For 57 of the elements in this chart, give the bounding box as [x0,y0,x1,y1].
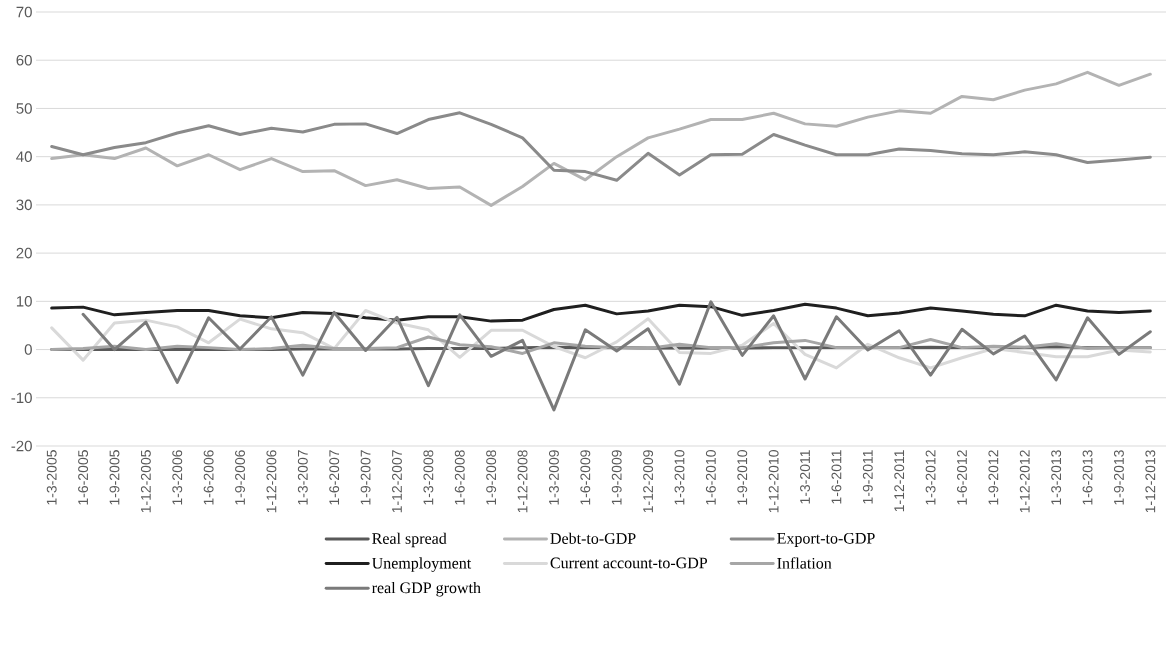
x-tick-label: 1-3-2007 [297,450,308,505]
x-tick-label: 1-6-2010 [705,450,716,505]
legend-label: real GDP growth [372,581,481,597]
legend-label: Unemployment [372,557,472,572]
x-tick-label: 1-6-2006 [203,450,214,505]
x-tick-label: 1-6-2011 [831,450,842,504]
x-tick-label: 1-9-2008 [486,450,497,505]
x-tick-label: 1-12-2005 [140,450,151,513]
y-tick-label: 50 [16,103,32,114]
legend-label: Real spread [372,532,447,548]
legend-label: Export-to-GDP [777,532,875,547]
y-tick-label: 30 [16,199,32,211]
y-tick-label: 20 [16,247,32,259]
x-tick-label: 1-9-2012 [988,450,999,505]
x-tick-label: 1-9-2007 [360,450,371,505]
x-tick-label: 1-6-2009 [580,450,591,505]
x-tick-label: 1-9-2005 [109,450,120,505]
x-tick-label: 1-6-2008 [454,450,465,505]
x-tick-label: 1-12-2008 [517,450,528,513]
x-tick-label: 1-6-2005 [78,450,89,505]
y-tick-label: 70 [16,6,32,18]
legend-label: Current account-to-GDP [550,557,708,569]
y-tick-label: -20 [11,440,32,452]
x-tick-label: 1-3-2012 [925,450,936,505]
line-series [81,300,1152,412]
x-tick-label: 1-3-2005 [46,450,57,505]
x-tick-label: 1-6-2012 [957,450,967,505]
x-tick-label: 1-6-2007 [329,450,340,505]
x-tick-label: 1-12-2013 [1145,450,1156,513]
x-tick-label: 1-3-2009 [548,450,559,505]
y-tick-label: 60 [16,54,32,66]
line-series [50,302,1152,323]
y-tick-label: 0 [24,344,32,355]
x-tick-label: 1-9-2010 [737,450,748,505]
x-tick-label: 1-9-2013 [1113,450,1124,505]
x-tick-label: 1-12-2010 [768,450,779,513]
x-tick-label: 1-9-2006 [235,450,245,505]
x-tick-label: 1-6-2013 [1082,450,1093,505]
legend-label: Debt-to-GDP [550,532,636,544]
x-tick-label: 1-12-2011 [894,450,905,512]
x-tick-label: 1-12-2007 [392,450,402,513]
x-tick-label: 1-3-2008 [423,450,434,505]
line-series [50,111,1152,182]
x-tick-label: 1-9-2011 [862,450,873,504]
y-tick-label: 40 [16,151,32,162]
x-tick-label: 1-3-2011 [800,450,810,504]
x-tick-label: 1-12-2009 [643,450,654,513]
y-tick-label: 10 [16,296,32,307]
legend-label: Inflation [777,557,832,569]
x-tick-label: 1-3-2006 [172,450,183,505]
x-tick-label: 1-3-2010 [674,450,685,505]
x-tick-label: 1-12-2006 [266,450,277,513]
line-series [50,70,1152,207]
x-tick-label: 1-3-2013 [1051,450,1062,505]
x-tick-label: 1-12-2012 [1019,450,1030,513]
y-tick-label: -10 [11,392,32,404]
x-tick-label: 1-9-2009 [611,450,622,505]
